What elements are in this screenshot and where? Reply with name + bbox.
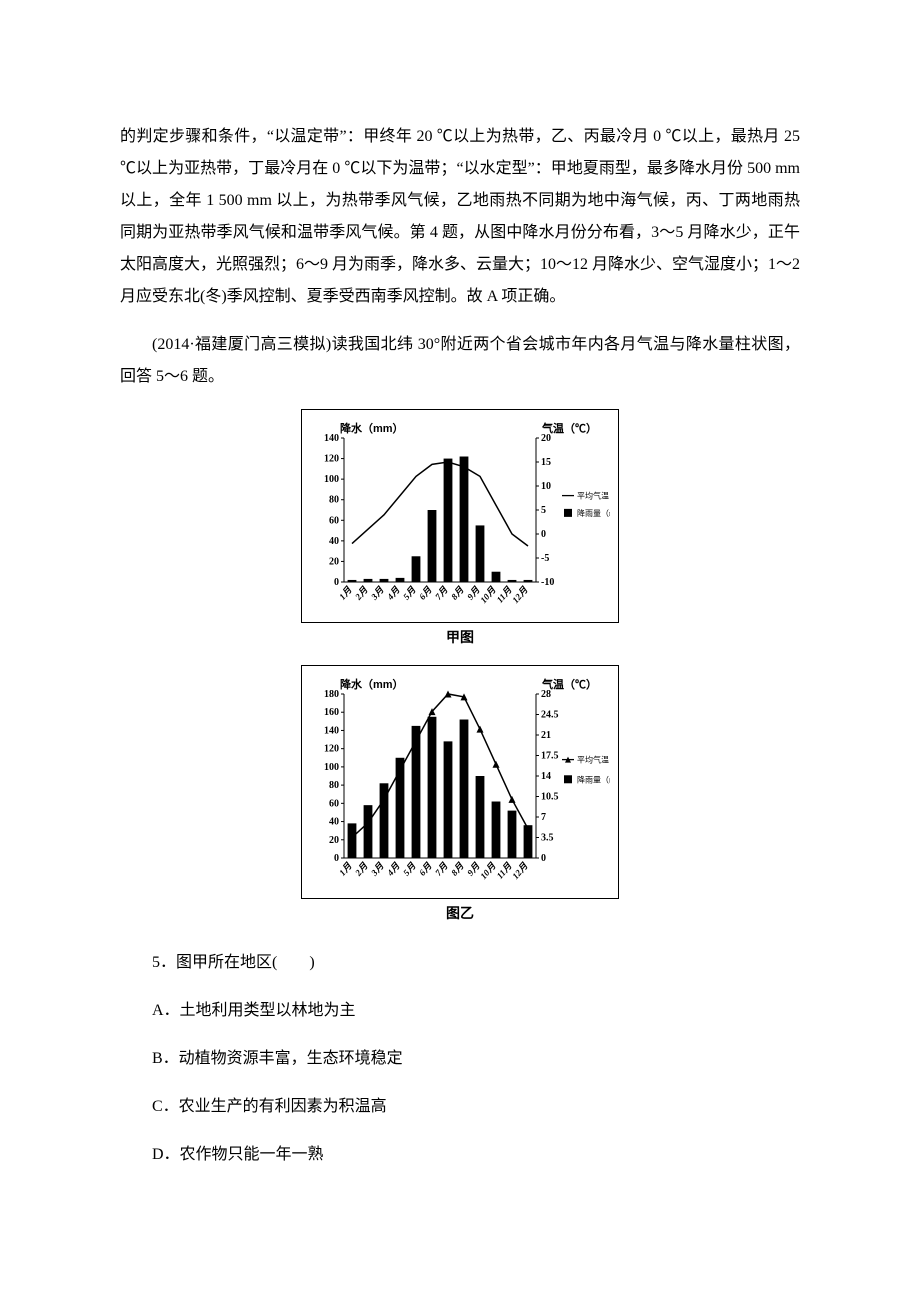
svg-text:28: 28	[541, 689, 551, 700]
svg-text:-10: -10	[541, 577, 554, 588]
svg-text:10月: 10月	[478, 860, 498, 881]
svg-text:3.5: 3.5	[541, 833, 554, 844]
svg-text:平均气温: 平均气温	[577, 491, 609, 501]
svg-text:8月: 8月	[449, 860, 466, 878]
svg-text:0: 0	[334, 577, 339, 588]
svg-text:160: 160	[324, 707, 339, 718]
svg-text:17.5: 17.5	[541, 751, 559, 762]
svg-text:1月: 1月	[337, 584, 354, 602]
svg-text:降雨量（mm）: 降雨量（mm）	[577, 508, 610, 518]
svg-text:0: 0	[541, 529, 546, 540]
svg-text:80: 80	[329, 780, 339, 791]
svg-text:10月: 10月	[478, 584, 498, 605]
svg-text:平均气温: 平均气温	[577, 755, 609, 765]
svg-text:20: 20	[329, 556, 339, 567]
svg-text:80: 80	[329, 495, 339, 506]
svg-text:2月: 2月	[353, 860, 371, 878]
page-content: 的判定步骤和条件，“以温定带”：甲终年 20 ℃以上为热带，乙、丙最冷月 0 ℃…	[0, 0, 920, 1267]
svg-text:7月: 7月	[433, 860, 450, 878]
chart-1-svg: 降水（mm）气温（℃）020406080100120140-10-5051015…	[310, 418, 610, 618]
svg-text:0: 0	[541, 853, 546, 864]
svg-text:120: 120	[324, 744, 339, 755]
svg-text:2月: 2月	[353, 584, 371, 602]
question-5: 5．图甲所在地区( )	[120, 947, 800, 979]
svg-text:6月: 6月	[417, 860, 434, 878]
svg-text:12月: 12月	[510, 584, 530, 605]
svg-text:24.5: 24.5	[541, 710, 559, 721]
svg-text:11月: 11月	[495, 584, 515, 605]
svg-text:40: 40	[329, 817, 339, 828]
svg-text:降水（mm）: 降水（mm）	[340, 677, 404, 691]
svg-text:60: 60	[329, 515, 339, 526]
svg-text:-5: -5	[541, 553, 549, 564]
svg-text:11月: 11月	[495, 860, 515, 881]
svg-text:5月: 5月	[401, 584, 418, 602]
svg-text:20: 20	[541, 433, 551, 444]
svg-text:降雨量（mm）: 降雨量（mm）	[577, 774, 610, 784]
chart-2-caption: 图乙	[446, 903, 474, 923]
svg-text:100: 100	[324, 474, 339, 485]
chart-2-container: 降水（mm）气温（℃）02040608010012014016018003.57…	[120, 665, 800, 931]
svg-text:140: 140	[324, 725, 339, 736]
option-5d: D．农作物只能一年一熟	[120, 1139, 800, 1171]
svg-text:4月: 4月	[385, 584, 403, 602]
svg-text:0: 0	[334, 853, 339, 864]
chart-1-box: 降水（mm）气温（℃）020406080100120140-10-5051015…	[301, 409, 619, 623]
svg-text:100: 100	[324, 762, 339, 773]
svg-text:5: 5	[541, 505, 546, 516]
chart-2-box: 降水（mm）气温（℃）02040608010012014016018003.57…	[301, 665, 619, 899]
chart-1-container: 降水（mm）气温（℃）020406080100120140-10-5051015…	[120, 409, 800, 655]
svg-text:3月: 3月	[369, 860, 387, 878]
svg-text:120: 120	[324, 454, 339, 465]
svg-text:14: 14	[541, 771, 551, 782]
svg-text:1月: 1月	[337, 860, 354, 878]
svg-text:4月: 4月	[385, 860, 403, 878]
svg-text:10: 10	[541, 481, 551, 492]
svg-text:60: 60	[329, 798, 339, 809]
svg-text:3月: 3月	[369, 584, 387, 602]
svg-text:6月: 6月	[417, 584, 434, 602]
explanation-paragraph: 的判定步骤和条件，“以温定带”：甲终年 20 ℃以上为热带，乙、丙最冷月 0 ℃…	[120, 121, 800, 313]
svg-text:12月: 12月	[510, 860, 530, 881]
svg-text:10.5: 10.5	[541, 792, 559, 803]
option-5c: C．农业生产的有利因素为积温高	[120, 1091, 800, 1123]
option-5b: B．动植物资源丰富，生态环境稳定	[120, 1043, 800, 1075]
svg-text:降水（mm）: 降水（mm）	[340, 421, 404, 435]
svg-text:8月: 8月	[449, 584, 466, 602]
chart-2-svg: 降水（mm）气温（℃）02040608010012014016018003.57…	[310, 674, 610, 894]
svg-text:180: 180	[324, 689, 339, 700]
svg-text:40: 40	[329, 536, 339, 547]
svg-text:21: 21	[541, 730, 551, 741]
svg-text:15: 15	[541, 457, 551, 468]
question-intro: (2014·福建厦门高三模拟)读我国北纬 30°附近两个省会城市年内各月气温与降…	[120, 329, 800, 393]
svg-text:5月: 5月	[401, 860, 418, 878]
svg-text:7: 7	[541, 812, 546, 823]
svg-text:140: 140	[324, 433, 339, 444]
svg-text:7月: 7月	[433, 584, 450, 602]
chart-1-caption: 甲图	[446, 627, 474, 647]
svg-text:20: 20	[329, 835, 339, 846]
option-5a: A．土地利用类型以林地为主	[120, 995, 800, 1027]
